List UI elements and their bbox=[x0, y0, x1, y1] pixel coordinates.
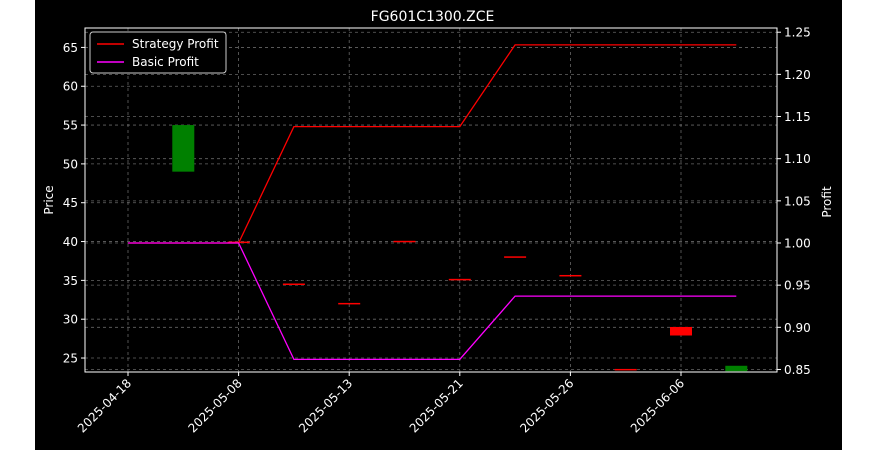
price-tick-label: 40 bbox=[63, 235, 78, 249]
candle-bar bbox=[504, 256, 527, 258]
profit-tick-label: 1.15 bbox=[784, 110, 811, 124]
date-axis: 2025-04-18 2025-05-08 2025-05-13 2025-05-21… bbox=[75, 372, 687, 435]
profit-tick-label: 0.85 bbox=[784, 363, 811, 377]
date-tick-label: 2025-05-08 bbox=[186, 376, 245, 435]
candle-bar bbox=[338, 302, 361, 305]
price-tick-label: 55 bbox=[63, 119, 78, 133]
price-tick-label: 30 bbox=[63, 313, 78, 327]
candle-bar bbox=[393, 240, 416, 243]
price-tick-label: 50 bbox=[63, 157, 78, 171]
date-tick-label: 2025-04-18 bbox=[75, 376, 134, 435]
chart-figure: FG601C1300.ZCE 25 30 35 40 45 50 55 60 65 0.85 0.… bbox=[35, 0, 842, 450]
profit-lines-layer bbox=[128, 44, 737, 361]
candle-bar bbox=[448, 278, 471, 281]
candle-bar bbox=[725, 365, 748, 372]
date-tick-label: 2025-05-13 bbox=[296, 376, 355, 435]
plot-frame bbox=[84, 27, 778, 373]
profit-tick-label: 1.10 bbox=[784, 152, 811, 166]
price-tick-label: 45 bbox=[63, 196, 78, 210]
date-tick-label: 2025-05-26 bbox=[517, 376, 576, 435]
price-tick-label: 60 bbox=[63, 80, 78, 94]
y-axis-label: Price bbox=[42, 185, 56, 214]
basic-profit-line bbox=[128, 242, 737, 361]
candle-bar bbox=[559, 274, 582, 277]
price-tick-label: 35 bbox=[63, 274, 78, 288]
price-tick-label: 25 bbox=[63, 352, 78, 366]
date-tick-label: 2025-05-21 bbox=[407, 376, 466, 435]
profit-tick-label: 1.00 bbox=[784, 237, 811, 251]
y2-axis-label: Profit bbox=[820, 186, 834, 218]
candle-bar bbox=[282, 283, 305, 286]
profit-tick-label: 1.25 bbox=[784, 26, 811, 40]
grid-lines bbox=[85, 28, 777, 372]
candle-bar bbox=[172, 125, 195, 172]
price-axis: 25 30 35 40 45 50 55 60 65 bbox=[63, 41, 85, 366]
price-tick-label: 65 bbox=[63, 41, 78, 55]
profit-tick-label: 1.05 bbox=[784, 194, 811, 208]
candle-bar bbox=[670, 326, 692, 336]
profit-tick-label: 1.20 bbox=[784, 68, 811, 82]
candle-bar bbox=[614, 368, 637, 371]
date-tick-label: 2025-06-06 bbox=[628, 376, 687, 435]
legend: Strategy Profit Basic Profit bbox=[89, 31, 227, 74]
legend-label-basic: Basic Profit bbox=[132, 55, 199, 69]
chart-title: FG601C1300.ZCE bbox=[371, 9, 495, 25]
profit-tick-label: 0.90 bbox=[784, 321, 811, 335]
profit-tick-label: 0.95 bbox=[784, 279, 811, 293]
legend-label-strategy: Strategy Profit bbox=[132, 37, 219, 51]
profit-axis: 0.85 0.90 0.95 1.00 1.05 1.10 1.15 1.20 1.25 bbox=[777, 26, 811, 377]
